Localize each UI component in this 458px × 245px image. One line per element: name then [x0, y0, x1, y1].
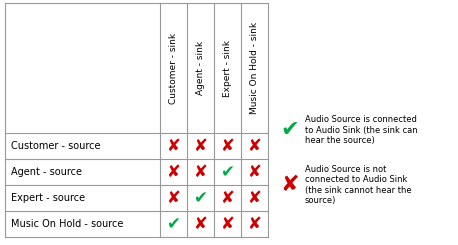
Text: Customer - source: Customer - source: [11, 141, 100, 151]
Text: ✘: ✘: [281, 175, 300, 195]
Text: Agent - source: Agent - source: [11, 167, 82, 177]
Text: Music On Hold - sink: Music On Hold - sink: [250, 22, 259, 114]
Text: Audio Source is connected
to Audio Sink (the sink can
hear the source): Audio Source is connected to Audio Sink …: [305, 115, 418, 145]
Text: ✘: ✘: [221, 137, 234, 155]
Text: ✔: ✔: [281, 120, 300, 140]
Text: ✔: ✔: [167, 215, 180, 233]
Text: ✔: ✔: [194, 189, 207, 207]
Text: ✘: ✘: [167, 137, 180, 155]
Text: ✘: ✘: [248, 137, 262, 155]
Text: Music On Hold - source: Music On Hold - source: [11, 219, 123, 229]
Text: Expert - sink: Expert - sink: [223, 39, 232, 97]
Text: ✘: ✘: [248, 163, 262, 181]
Text: ✘: ✘: [167, 163, 180, 181]
Text: ✘: ✘: [194, 163, 207, 181]
Text: ✘: ✘: [167, 189, 180, 207]
Text: Customer - sink: Customer - sink: [169, 32, 178, 104]
Text: Expert - source: Expert - source: [11, 193, 85, 203]
Text: Agent - sink: Agent - sink: [196, 41, 205, 95]
Text: Audio Source is not
connected to Audio Sink
(the sink cannot hear the
source): Audio Source is not connected to Audio S…: [305, 165, 412, 205]
Text: ✘: ✘: [221, 215, 234, 233]
Text: ✘: ✘: [221, 189, 234, 207]
Text: ✘: ✘: [194, 137, 207, 155]
Text: ✘: ✘: [248, 215, 262, 233]
Text: ✘: ✘: [194, 215, 207, 233]
Text: ✘: ✘: [248, 189, 262, 207]
Text: ✔: ✔: [221, 163, 234, 181]
